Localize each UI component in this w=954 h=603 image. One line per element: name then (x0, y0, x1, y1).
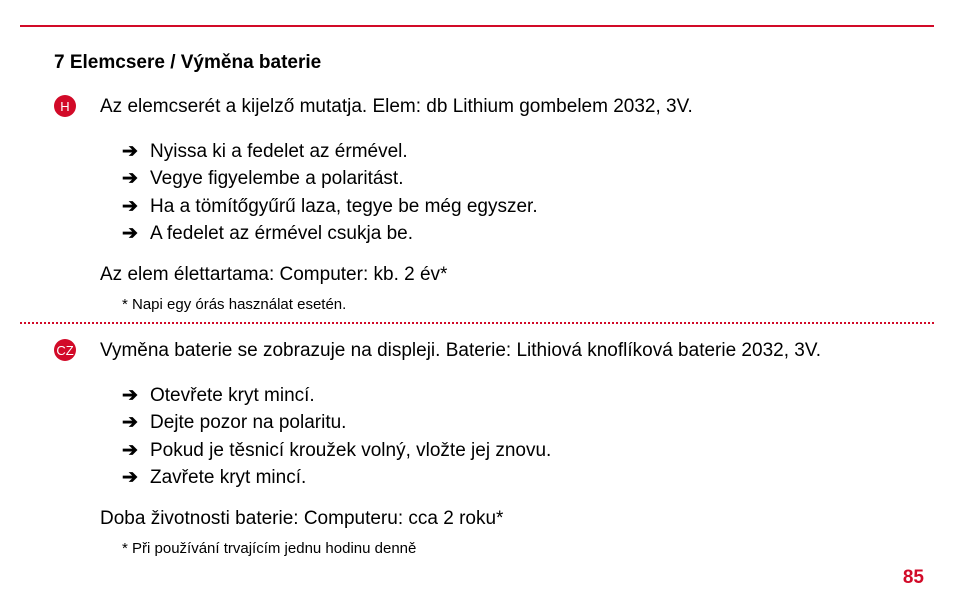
bullet-item: ➔ Pokud je těsnicí kroužek volný, vložte … (122, 437, 914, 465)
arrow-icon: ➔ (122, 138, 138, 166)
content-block-2: CZ Vyměna baterie se zobrazuje na disple… (54, 338, 914, 572)
arrow-icon: ➔ (122, 193, 138, 221)
bullet-item: ➔ Ha a tömítőgyűrű laza, tegye be még egy… (122, 193, 914, 221)
arrow-icon: ➔ (122, 464, 138, 492)
bullet-text: Otevřete kryt mincí. (150, 385, 315, 406)
bullet-text: Ha a tömítőgyűrű laza, tegye be még egys… (150, 196, 538, 217)
arrow-icon: ➔ (122, 437, 138, 465)
bullet-item: ➔ Dejte pozor na polaritu. (122, 409, 914, 437)
bullet-text: Pokud je těsnicí kroužek volný, vložte j… (150, 440, 551, 461)
bullet-text: Vegye figyelembe a polaritást. (150, 168, 404, 189)
footnote-hu: * Napi egy órás használat esetén. (122, 295, 914, 315)
lifetime-cz: Doba životnosti baterie: Computeru: cca … (100, 506, 914, 532)
lang-block-hu: H Az elemcserét a kijelző mutatja. Elem:… (54, 94, 914, 316)
lang-block-cz: CZ Vyměna baterie se zobrazuje na disple… (54, 338, 914, 560)
bullet-item: ➔ Nyissa ki a fedelet az érmével. (122, 138, 914, 166)
arrow-icon: ➔ (122, 220, 138, 248)
lifetime-hu: Az elem élettartama: Computer: kb. 2 év* (100, 262, 914, 288)
bullet-item: ➔ A fedelet az érmével csukja be. (122, 220, 914, 248)
bullet-text: A fedelet az érmével csukja be. (150, 223, 413, 244)
bullet-text: Nyissa ki a fedelet az érmével. (150, 141, 408, 162)
bullet-list-hu: ➔ Nyissa ki a fedelet az érmével. ➔ Vegye … (122, 138, 914, 248)
arrow-icon: ➔ (122, 409, 138, 437)
lang-badge-hu: H (54, 95, 76, 117)
footnote-cz: * Při používání trvajícím jednu hodinu d… (122, 539, 914, 559)
bullet-text: Zavřete kryt mincí. (150, 467, 306, 488)
bullet-item: ➔ Zavřete kryt mincí. (122, 464, 914, 492)
arrow-icon: ➔ (122, 165, 138, 193)
intro-hu: Az elemcserét a kijelző mutatja. Elem: d… (100, 94, 914, 120)
page-number: 85 (903, 567, 924, 589)
bullet-list-cz: ➔ Otevřete kryt mincí. ➔ Dejte pozor na po… (122, 382, 914, 492)
dotted-separator (20, 322, 934, 324)
bullet-item: ➔ Vegye figyelembe a polaritást. (122, 165, 914, 193)
bullet-text: Dejte pozor na polaritu. (150, 412, 346, 433)
section-title: 7 Elemcsere / Výměna baterie (54, 52, 914, 74)
bullet-item: ➔ Otevřete kryt mincí. (122, 382, 914, 410)
arrow-icon: ➔ (122, 382, 138, 410)
content-block-1: 7 Elemcsere / Výměna baterie H Az elemcs… (54, 52, 914, 328)
lang-badge-cz: CZ (54, 339, 76, 361)
top-rule (20, 25, 934, 27)
intro-cz: Vyměna baterie se zobrazuje na displeji.… (100, 338, 914, 364)
